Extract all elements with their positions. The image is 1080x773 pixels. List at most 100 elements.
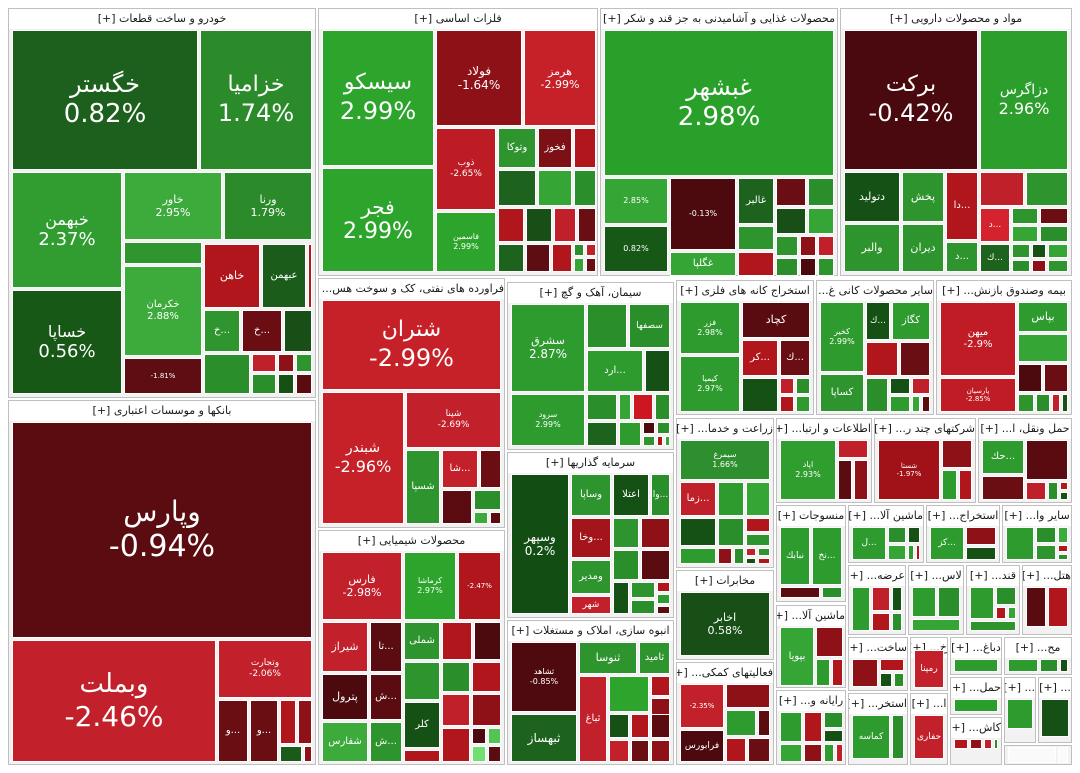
stock-tile[interactable] (1018, 334, 1068, 362)
stock-tile[interactable]: شیراز (322, 622, 368, 672)
stock-tile[interactable] (738, 252, 774, 276)
stock-tile[interactable] (1012, 226, 1038, 242)
sector-header-misc2[interactable]: ... [+] (1039, 678, 1071, 698)
stock-tile[interactable] (1040, 659, 1058, 672)
stock-tile[interactable] (296, 354, 312, 372)
stock-tile[interactable] (587, 394, 617, 420)
stock-tile[interactable] (742, 378, 778, 412)
stock-tile[interactable] (404, 662, 440, 700)
stock-tile[interactable] (804, 712, 822, 742)
stock-tile[interactable] (526, 244, 550, 272)
stock-tile[interactable]: -0.13% (670, 178, 736, 250)
stock-tile[interactable] (404, 750, 440, 762)
stock-tile[interactable]: ثامید (639, 642, 670, 674)
stock-tile[interactable]: پترول (322, 674, 368, 720)
stock-tile[interactable] (280, 746, 302, 762)
stock-tile[interactable]: شفارس (322, 722, 368, 762)
stock-tile[interactable] (613, 550, 639, 580)
stock-tile[interactable]: پخش (902, 172, 944, 222)
stock-tile[interactable] (587, 422, 617, 446)
stock-tile[interactable]: برکت -0.42% (844, 30, 978, 170)
stock-tile[interactable] (892, 587, 902, 611)
stock-tile[interactable] (619, 422, 641, 446)
stock-tile[interactable]: خساپا 0.56% (12, 290, 122, 394)
stock-tile[interactable] (954, 659, 998, 672)
sector-header-telecom[interactable]: مخابرات [+] (677, 571, 773, 591)
stock-tile[interactable] (657, 594, 670, 604)
stock-tile[interactable] (641, 518, 670, 548)
stock-tile[interactable] (718, 482, 744, 516)
stock-tile[interactable]: 2.85% (604, 178, 668, 224)
stock-tile[interactable]: ...خ (204, 310, 240, 352)
stock-tile[interactable] (922, 396, 930, 412)
stock-tile[interactable] (996, 607, 1006, 619)
stock-tile[interactable] (818, 236, 834, 256)
stock-tile[interactable] (613, 582, 629, 614)
stock-tile[interactable] (252, 374, 276, 394)
stock-tile[interactable] (1008, 747, 1056, 763)
stock-tile[interactable]: فرابورس (680, 730, 724, 762)
stock-tile[interactable] (631, 740, 649, 762)
stock-tile[interactable] (804, 744, 822, 762)
stock-tile[interactable] (1058, 527, 1068, 543)
stock-tile[interactable] (526, 208, 552, 242)
stock-tile[interactable]: کیمیا 2.97% (680, 356, 740, 412)
sector-header-misc1[interactable]: ... [+] (1005, 678, 1035, 698)
stock-tile[interactable]: دیران (902, 224, 944, 272)
sector-header-utility[interactable]: عرضه... [+] (849, 566, 905, 586)
sector-header-transport2[interactable]: حمل... [+] (951, 678, 1001, 698)
stock-tile[interactable] (718, 518, 744, 546)
sector-header-pharma[interactable]: مواد و محصولات دارویی [+] (841, 9, 1071, 29)
stock-tile[interactable] (474, 622, 501, 660)
stock-tile[interactable] (912, 619, 960, 631)
stock-tile[interactable] (633, 394, 653, 420)
sector-header-cement[interactable]: سیمان، آهک و گچ [+] (508, 283, 673, 303)
stock-tile[interactable]: -2.47% (458, 552, 501, 620)
sector-header-oil-extraction[interactable]: ا... [+] (911, 694, 947, 714)
stock-tile[interactable]: ...ل (852, 527, 886, 560)
stock-tile[interactable]: رمپنا (914, 650, 944, 688)
stock-tile[interactable] (866, 378, 888, 412)
stock-tile[interactable] (657, 606, 670, 614)
stock-tile[interactable] (892, 613, 902, 631)
stock-tile[interactable] (278, 374, 294, 394)
sector-header-realestate[interactable]: انبوه سازی، املاک و مستغلات [+] (508, 621, 673, 641)
stock-tile[interactable] (442, 662, 470, 692)
stock-tile[interactable] (758, 558, 770, 564)
stock-tile[interactable] (480, 450, 501, 488)
stock-tile[interactable] (854, 460, 868, 500)
stock-tile[interactable]: میهن -2.9% (940, 302, 1016, 376)
sector-header-mineral[interactable]: سایر محصولات کانی غ... [+] (817, 281, 933, 301)
stock-tile[interactable] (966, 527, 996, 545)
stock-tile[interactable] (609, 676, 649, 712)
stock-tile[interactable] (776, 236, 798, 256)
sector-header-metal-ore[interactable]: استخراج کانه های فلزی [+] (677, 281, 813, 301)
stock-tile[interactable] (748, 738, 770, 762)
stock-tile[interactable]: شستا -1.97% (878, 440, 940, 500)
stock-tile[interactable] (780, 378, 794, 394)
stock-tile[interactable]: وتوکا (498, 128, 536, 168)
stock-tile[interactable]: غگلپا (670, 252, 736, 276)
stock-tile[interactable] (574, 170, 596, 206)
stock-tile[interactable] (776, 208, 806, 234)
stock-tile[interactable] (578, 208, 596, 242)
stock-tile[interactable] (609, 740, 629, 762)
stock-tile[interactable] (734, 548, 744, 564)
sector-header-agri[interactable]: زراعت و خدما... [+] (677, 419, 773, 439)
stock-tile[interactable] (655, 394, 670, 420)
stock-tile[interactable] (1007, 699, 1033, 729)
stock-tile[interactable] (852, 659, 878, 687)
stock-tile[interactable]: اپاد 2.93% (780, 440, 836, 500)
stock-tile[interactable] (1012, 260, 1030, 272)
stock-tile[interactable] (982, 476, 1024, 500)
stock-tile[interactable]: ...ش (370, 674, 402, 720)
stock-tile[interactable]: خبهمن 2.37% (12, 172, 122, 288)
stock-tile[interactable]: خکرمان 2.88% (124, 266, 202, 356)
stock-tile[interactable]: شملی (404, 622, 440, 660)
stock-tile[interactable] (472, 694, 501, 726)
stock-tile[interactable] (643, 436, 655, 446)
sector-header-wood[interactable]: مح... [+] (1005, 638, 1071, 658)
stock-tile[interactable] (758, 710, 770, 736)
stock-tile[interactable] (680, 548, 716, 564)
stock-tile[interactable] (613, 518, 639, 548)
